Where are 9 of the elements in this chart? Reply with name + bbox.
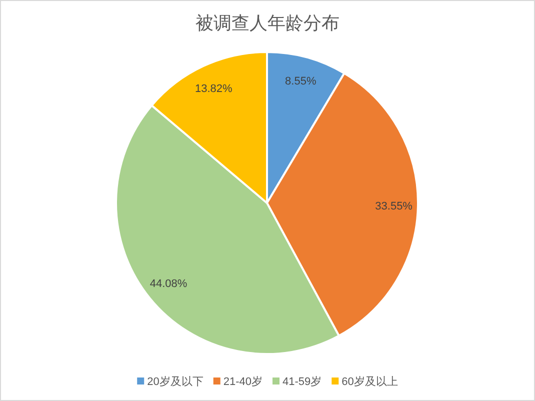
chart-title: 被调查人年龄分布	[196, 13, 340, 33]
legend-label: 21-40岁	[223, 376, 262, 388]
legend-label: 60岁及以上	[342, 375, 398, 388]
data-label: 33.55%	[375, 200, 413, 213]
legend-label: 20岁及以下	[147, 375, 204, 388]
data-label: 13.82%	[194, 82, 233, 95]
legend-label: 41-59岁	[282, 376, 322, 388]
data-label: 8.55%	[285, 76, 316, 88]
data-label: 44.08%	[150, 278, 188, 290]
